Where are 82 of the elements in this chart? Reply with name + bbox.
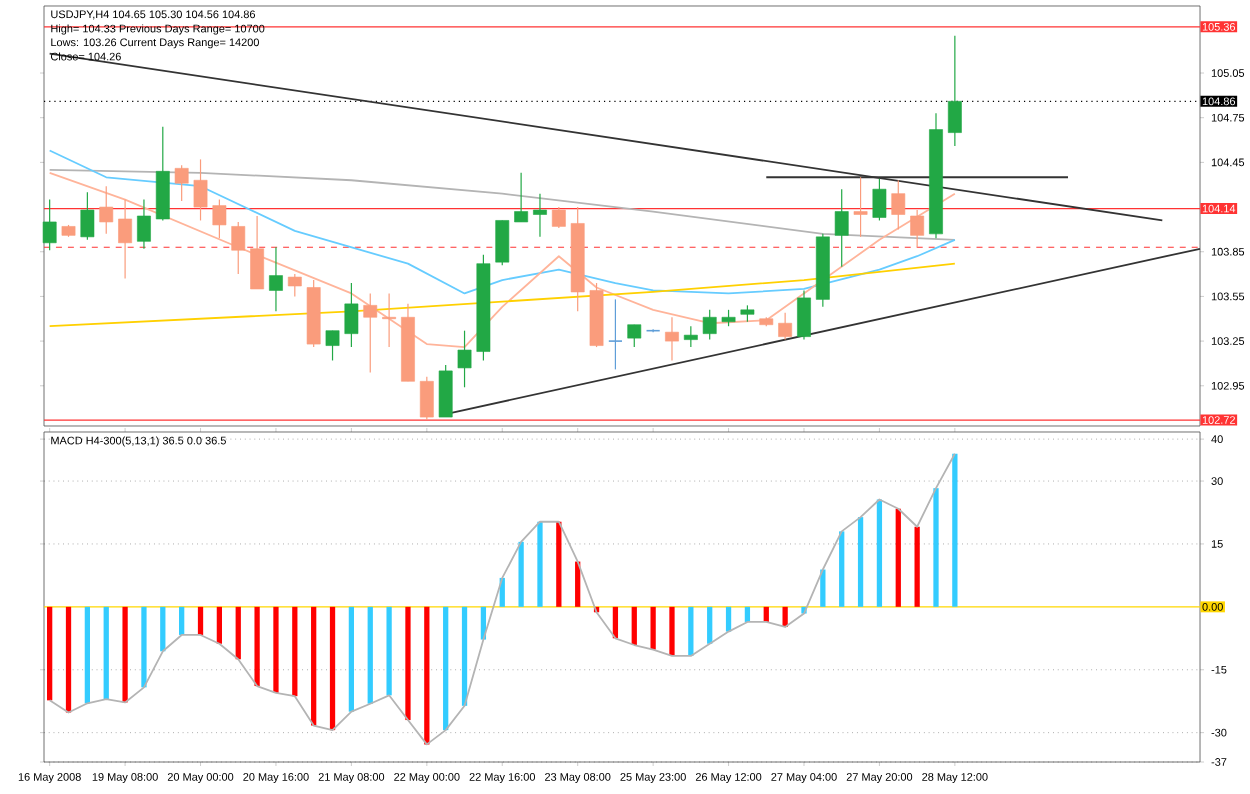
candlestick bbox=[80, 191, 95, 241]
candlestick bbox=[778, 312, 793, 341]
bar bbox=[160, 606, 166, 652]
bar bbox=[122, 606, 128, 703]
candlestick bbox=[872, 178, 887, 222]
candlestick bbox=[344, 282, 359, 348]
candlestick bbox=[683, 325, 698, 348]
bar bbox=[292, 606, 298, 697]
bar bbox=[782, 606, 788, 627]
bar bbox=[103, 606, 109, 700]
bar bbox=[556, 521, 562, 607]
line-series bbox=[48, 168, 956, 241]
candlestick bbox=[419, 376, 434, 421]
candlestick bbox=[137, 199, 151, 250]
bar bbox=[952, 453, 958, 607]
candlestick bbox=[702, 309, 717, 341]
candlestick bbox=[250, 215, 264, 290]
candlestick bbox=[42, 199, 57, 251]
candlestick bbox=[608, 298, 623, 370]
bar bbox=[895, 508, 901, 607]
bar bbox=[575, 561, 581, 607]
candlestick bbox=[947, 35, 962, 147]
candlestick bbox=[118, 199, 132, 280]
bar bbox=[179, 606, 185, 635]
bar bbox=[612, 606, 619, 639]
bar bbox=[47, 606, 53, 701]
candlestick bbox=[174, 164, 189, 202]
bar bbox=[348, 606, 355, 712]
bar bbox=[857, 517, 864, 607]
candlestick bbox=[834, 188, 849, 268]
candlestick bbox=[457, 330, 472, 388]
candlestick bbox=[665, 316, 679, 362]
candlestick bbox=[382, 292, 397, 348]
bar bbox=[311, 606, 317, 726]
candlestick bbox=[269, 246, 283, 312]
bar bbox=[707, 606, 713, 644]
bar bbox=[273, 606, 279, 693]
bar bbox=[518, 541, 524, 607]
candlestick bbox=[287, 273, 302, 298]
bar bbox=[876, 499, 883, 607]
candlestick bbox=[910, 209, 925, 248]
bar bbox=[914, 526, 920, 607]
candlestick bbox=[438, 364, 453, 418]
line-series bbox=[48, 452, 956, 746]
candlestick bbox=[627, 324, 642, 348]
bar bbox=[443, 606, 449, 731]
candlestick bbox=[495, 219, 510, 266]
candlestick bbox=[551, 206, 566, 229]
candlestick bbox=[363, 292, 378, 373]
bar bbox=[197, 606, 204, 635]
bar bbox=[386, 606, 392, 696]
candlestick bbox=[212, 199, 227, 239]
bar bbox=[688, 606, 694, 656]
bar bbox=[725, 606, 732, 632]
line-series bbox=[48, 149, 956, 295]
bar bbox=[65, 606, 72, 713]
candlestick bbox=[533, 193, 547, 238]
bar bbox=[329, 606, 336, 731]
bar bbox=[235, 606, 241, 660]
bar bbox=[839, 531, 845, 607]
bar bbox=[254, 606, 260, 687]
candlestick bbox=[514, 172, 529, 223]
candlestick bbox=[193, 158, 208, 222]
candlestick bbox=[231, 221, 246, 275]
candlestick bbox=[853, 176, 868, 238]
bar bbox=[650, 606, 656, 650]
candlestick bbox=[325, 330, 340, 362]
bar bbox=[424, 606, 430, 745]
bar bbox=[933, 488, 939, 607]
bar bbox=[461, 606, 468, 706]
bar bbox=[405, 606, 411, 721]
bar bbox=[631, 606, 637, 646]
bar bbox=[141, 606, 147, 688]
bar bbox=[216, 606, 223, 644]
candlestick bbox=[797, 289, 811, 341]
candlestick bbox=[891, 179, 906, 230]
candlestick bbox=[155, 126, 170, 222]
bar bbox=[367, 606, 373, 704]
bar bbox=[537, 521, 543, 607]
candlestick bbox=[99, 185, 114, 235]
bar bbox=[84, 606, 91, 704]
bar bbox=[669, 606, 675, 656]
